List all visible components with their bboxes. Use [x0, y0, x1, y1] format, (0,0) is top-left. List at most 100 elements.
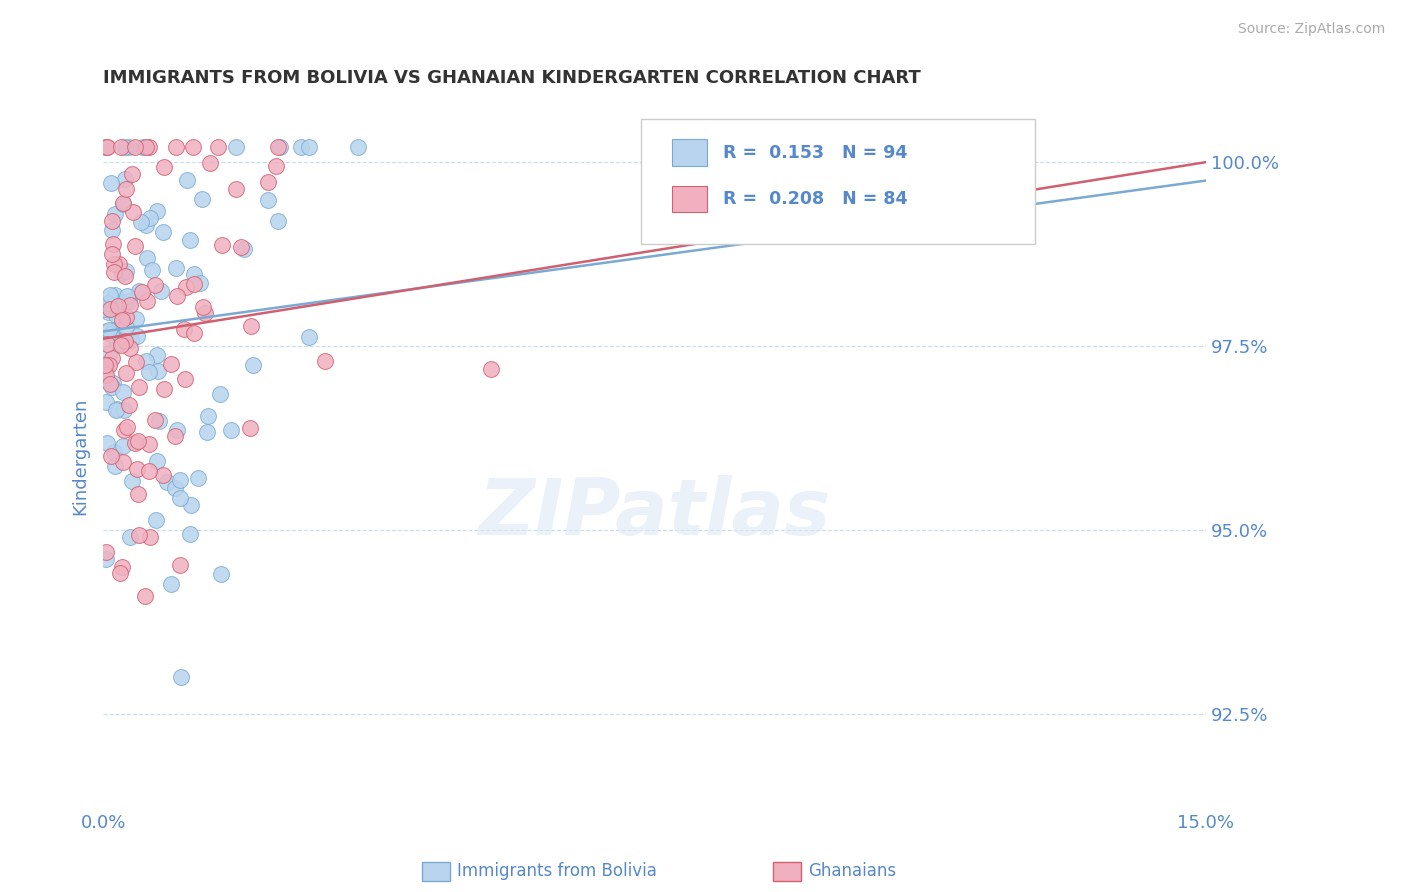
- Point: [165, 481, 187, 495]
- Point: [97, 323, 120, 337]
- Text: Ghanaians: Ghanaians: [808, 863, 897, 880]
- Point: [111, 266, 134, 280]
- Point: [93, 140, 115, 154]
- Point: [114, 269, 136, 284]
- Point: [183, 326, 205, 340]
- Point: [108, 257, 131, 271]
- Point: [115, 320, 138, 334]
- Point: [114, 172, 136, 186]
- Point: [111, 560, 134, 574]
- Point: [191, 300, 214, 314]
- Point: [132, 140, 155, 154]
- Point: [141, 262, 163, 277]
- Point: [105, 333, 128, 347]
- Point: [115, 420, 138, 434]
- Point: [101, 380, 124, 394]
- Point: [257, 193, 280, 207]
- Point: [101, 322, 124, 336]
- Point: [127, 329, 149, 343]
- Point: [169, 491, 191, 505]
- Point: [114, 366, 136, 380]
- Point: [125, 312, 148, 326]
- Point: [96, 359, 118, 374]
- Point: [98, 346, 121, 360]
- Point: [98, 302, 121, 317]
- Point: [138, 530, 160, 544]
- Point: [146, 348, 169, 362]
- Point: [198, 155, 221, 169]
- Point: [101, 222, 124, 236]
- Text: R =  0.153   N = 94: R = 0.153 N = 94: [723, 144, 907, 161]
- Point: [195, 425, 218, 439]
- Point: [124, 239, 146, 253]
- Point: [94, 359, 117, 373]
- Point: [297, 140, 319, 154]
- Point: [125, 355, 148, 369]
- Point: [101, 237, 124, 252]
- Point: [347, 140, 370, 154]
- Point: [174, 279, 197, 293]
- Point: [103, 265, 125, 279]
- Point: [169, 670, 191, 684]
- Point: [100, 176, 122, 190]
- Point: [209, 386, 232, 401]
- Point: [97, 305, 120, 319]
- Point: [111, 455, 134, 469]
- Point: [166, 289, 188, 303]
- Point: [98, 288, 121, 302]
- Point: [111, 312, 134, 326]
- Point: [104, 288, 127, 302]
- Point: [125, 461, 148, 475]
- Point: [163, 429, 186, 443]
- Point: [105, 308, 128, 322]
- Point: [94, 364, 117, 378]
- Point: [100, 247, 122, 261]
- Point: [127, 487, 149, 501]
- Point: [267, 140, 290, 154]
- Point: [146, 204, 169, 219]
- Point: [114, 403, 136, 417]
- Point: [110, 566, 132, 580]
- Point: [118, 530, 141, 544]
- Point: [138, 365, 160, 379]
- Point: [114, 294, 136, 309]
- Text: Immigrants from Bolivia: Immigrants from Bolivia: [457, 863, 657, 880]
- Point: [138, 140, 160, 154]
- Point: [118, 298, 141, 312]
- Point: [152, 467, 174, 482]
- Point: [124, 435, 146, 450]
- Point: [101, 214, 124, 228]
- Point: [138, 465, 160, 479]
- Point: [181, 140, 204, 154]
- Point: [134, 589, 156, 603]
- Point: [191, 192, 214, 206]
- Point: [115, 182, 138, 196]
- Point: [225, 140, 247, 154]
- Point: [115, 310, 138, 325]
- Point: [110, 140, 132, 154]
- Point: [103, 445, 125, 459]
- Point: [110, 336, 132, 351]
- Point: [169, 558, 191, 572]
- Point: [104, 459, 127, 474]
- Point: [169, 473, 191, 487]
- Point: [93, 301, 115, 316]
- Point: [127, 434, 149, 448]
- Point: [166, 423, 188, 437]
- Y-axis label: Kindergarten: Kindergarten: [72, 398, 89, 516]
- Point: [114, 334, 136, 349]
- Point: [112, 196, 135, 211]
- Point: [225, 182, 247, 196]
- Point: [179, 526, 201, 541]
- Point: [145, 454, 167, 468]
- Point: [122, 204, 145, 219]
- Point: [148, 414, 170, 428]
- Point: [101, 351, 124, 365]
- Point: [269, 140, 291, 154]
- Point: [264, 159, 287, 173]
- Point: [165, 260, 187, 275]
- Point: [94, 551, 117, 566]
- Point: [131, 285, 153, 299]
- Point: [176, 172, 198, 186]
- Point: [96, 325, 118, 339]
